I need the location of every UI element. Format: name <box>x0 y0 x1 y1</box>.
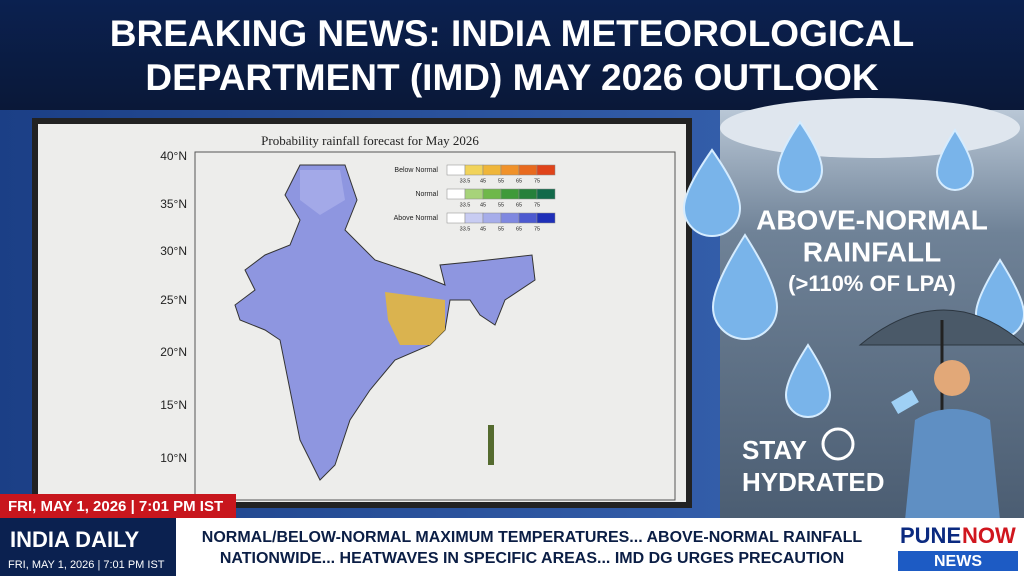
drop-icon <box>821 427 855 461</box>
legend-swatch <box>464 212 484 224</box>
channel-date: FRI, MAY 1, 2026 | 7:01 PM IST <box>8 559 165 571</box>
channel-name: INDIA DAILY <box>10 527 139 552</box>
legend-scale-label: 33.5 <box>460 178 471 184</box>
legend-swatch <box>446 212 466 224</box>
latitude-label: 10°N <box>160 451 187 465</box>
ticker-text: NATIONWIDE... HEATWAVES IN SPECIFIC AREA… <box>220 550 844 567</box>
person-head <box>934 360 970 396</box>
water-bottle <box>891 389 919 415</box>
latitude-label: 30°N <box>160 244 187 258</box>
legend-swatch <box>464 164 484 176</box>
headline: DEPARTMENT (IMD) MAY 2026 OUTLOOK <box>145 57 879 98</box>
legend-swatch <box>482 212 502 224</box>
legend-scale-label: 45 <box>480 178 486 184</box>
legend-label: Normal <box>415 191 438 198</box>
logo-now: NOW <box>962 523 1016 548</box>
legend-swatch <box>482 188 502 200</box>
legend-swatch <box>464 188 484 200</box>
legend-scale-label: 55 <box>498 178 504 184</box>
legend-swatch <box>536 164 556 176</box>
legend-scale-label: 33.5 <box>460 202 471 208</box>
latitude-label: 35°N <box>160 197 187 211</box>
legend-scale-label: 65 <box>516 226 522 232</box>
tip: STAY <box>742 435 807 465</box>
latitude-label: 40°N <box>160 149 187 163</box>
legend-swatch <box>536 188 556 200</box>
latitude-label: 25°N <box>160 293 187 307</box>
legend-swatch <box>500 164 520 176</box>
legend-scale-label: 55 <box>498 226 504 232</box>
legend-scale-label: 55 <box>498 202 504 208</box>
logo-news: NEWS <box>934 553 982 570</box>
legend-swatch <box>446 164 466 176</box>
latitude-label: 15°N <box>160 398 187 412</box>
header-band <box>0 0 1024 110</box>
legend-scale-label: 75 <box>534 178 540 184</box>
person-body <box>905 409 1000 520</box>
date-bar <box>0 494 236 518</box>
india-map <box>234 164 536 481</box>
map-axes <box>194 151 676 501</box>
logo-pune: PUNE <box>900 523 961 548</box>
legend-scale-label: 33.5 <box>460 226 471 232</box>
legend-label: Below Normal <box>394 167 438 174</box>
legend-swatch <box>500 212 520 224</box>
tip: HYDRATED <box>742 467 885 497</box>
legend-scale-label: 75 <box>534 202 540 208</box>
legend-swatch <box>518 212 538 224</box>
legend-swatch <box>500 188 520 200</box>
channel-box <box>0 518 176 576</box>
latitude-label: 20°N <box>160 345 187 359</box>
legend-scale-label: 45 <box>480 202 486 208</box>
panel-headline: ABOVE-NORMAL <box>756 204 988 235</box>
legend-swatch <box>482 164 502 176</box>
legend-swatch <box>446 188 466 200</box>
legend-scale-label: 75 <box>534 226 540 232</box>
logo-bar <box>898 551 1018 571</box>
islands <box>488 425 494 465</box>
panel-subheadline: (>110% OF LPA) <box>788 271 956 296</box>
legend-scale-label: 65 <box>516 202 522 208</box>
legend-swatch <box>518 188 538 200</box>
below-normal-region <box>385 292 445 345</box>
legend-swatch <box>536 212 556 224</box>
panel-headline: RAINFALL <box>803 236 941 267</box>
cloud <box>720 98 1020 158</box>
headline: BREAKING NEWS: INDIA METEOROLOGICAL <box>110 13 914 54</box>
legend-label: Above Normal <box>394 215 439 222</box>
ticker-text: NORMAL/BELOW-NORMAL MAXIMUM TEMPERATURES… <box>202 529 863 546</box>
above-normal-region <box>300 170 345 215</box>
rain-drops <box>682 120 1024 418</box>
legend-scale-label: 45 <box>480 226 486 232</box>
legend-swatch <box>518 164 538 176</box>
map-title: Probability rainfall forecast for May 20… <box>261 133 479 148</box>
date-text: FRI, MAY 1, 2026 | 7:01 PM IST <box>8 498 223 515</box>
legend-scale-label: 65 <box>516 178 522 184</box>
